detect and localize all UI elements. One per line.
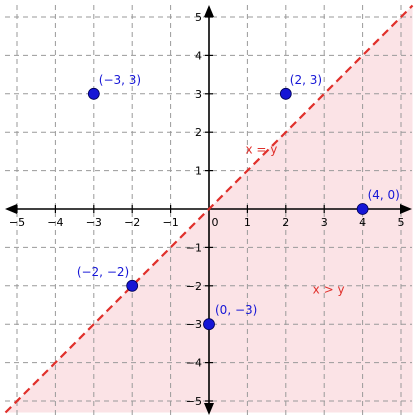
annotations-layer: x = y x > y bbox=[245, 142, 344, 296]
annotation-label: x > y bbox=[313, 282, 345, 296]
data-point bbox=[87, 87, 100, 100]
y-tick-label: −4 bbox=[186, 357, 202, 370]
data-point bbox=[203, 318, 215, 331]
data-point-label: (−2, −2) bbox=[77, 265, 129, 279]
boundary-line-layer bbox=[4, 4, 414, 414]
data-point bbox=[356, 203, 369, 215]
x-tick-label: 5 bbox=[398, 216, 405, 229]
points-layer: (−3, 3) (2, 3) (4, 0) (−2, −2) (0, −3) bbox=[77, 73, 400, 331]
y-tick-label: 3 bbox=[195, 88, 202, 101]
x-tick-label: −5 bbox=[9, 216, 25, 229]
shaded-region-layer bbox=[5, 5, 413, 413]
y-tick-label: 4 bbox=[195, 49, 202, 62]
x-tick-label: 4 bbox=[359, 216, 366, 229]
y-axis-arrow-up bbox=[204, 5, 214, 17]
grid-layer bbox=[5, 5, 412, 415]
x-tick-label: 2 bbox=[282, 216, 289, 229]
y-tick-label: 2 bbox=[195, 126, 202, 139]
y-tick-label: 1 bbox=[195, 165, 202, 178]
x-tick-label: 0 bbox=[212, 216, 219, 229]
x-tick-label: −4 bbox=[47, 216, 63, 229]
x-tick-label: −2 bbox=[124, 216, 140, 229]
x-axis-arrow-left bbox=[5, 204, 17, 214]
boundary-line-x-eq-y bbox=[4, 4, 414, 414]
shaded-region-x-gt-y bbox=[5, 5, 413, 413]
y-tick-label: −1 bbox=[186, 241, 202, 254]
y-tick-label: 5 bbox=[195, 11, 202, 24]
data-point bbox=[279, 87, 292, 100]
data-point-label: (4, 0) bbox=[368, 188, 400, 202]
y-tick-label: −5 bbox=[186, 395, 202, 408]
y-tick-label: −3 bbox=[186, 318, 202, 331]
data-point-label: (2, 3) bbox=[290, 73, 322, 87]
y-axis-arrow-down bbox=[204, 403, 214, 415]
x-tick-label: 3 bbox=[321, 216, 328, 229]
data-point-label: (−3, 3) bbox=[99, 73, 141, 87]
x-axis-arrow-right bbox=[400, 204, 412, 214]
tick-labels-layer: −5 −4 −3 −2 −1 0 1 2 3 4 5 −5 −4 −3 −2 −1 1 2 3 4 5 bbox=[9, 11, 405, 408]
y-tick-label: −2 bbox=[186, 280, 202, 293]
annotation-label: x = y bbox=[245, 142, 277, 156]
data-point-label: (0, −3) bbox=[215, 303, 257, 317]
x-tick-label: 1 bbox=[244, 216, 251, 229]
x-tick-label: −1 bbox=[162, 216, 178, 229]
x-tick-label: −3 bbox=[86, 216, 102, 229]
data-point bbox=[126, 279, 139, 292]
